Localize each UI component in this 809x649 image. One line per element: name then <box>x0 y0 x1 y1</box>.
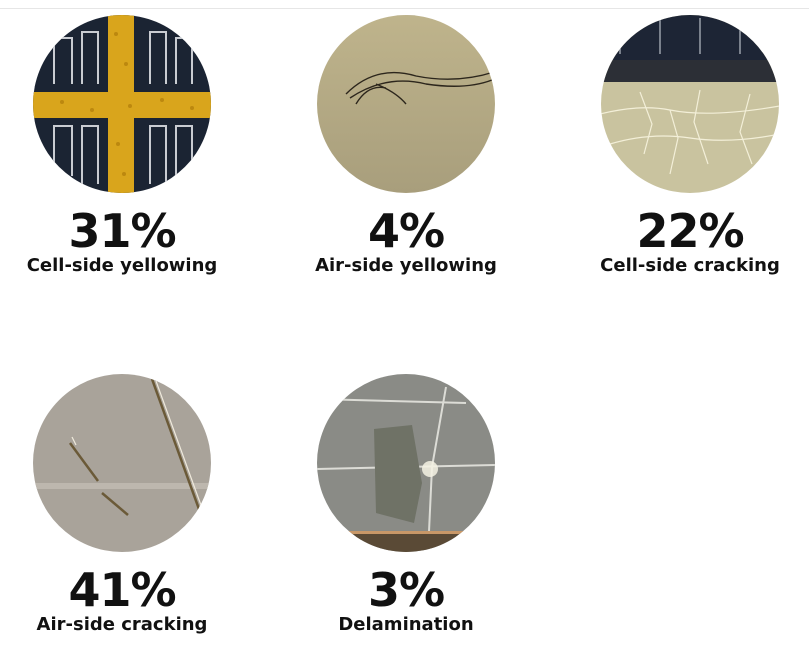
defect-card-cell-side-cracking: 22% Cell-side cracking <box>570 14 809 276</box>
top-divider <box>0 8 809 9</box>
percent-value: 22% <box>636 204 744 258</box>
percent-value: 3% <box>367 563 445 617</box>
air-side-cracking-photo <box>33 374 211 552</box>
defect-card-cell-side-yellowing: 31% Cell-side yellowing <box>2 14 242 276</box>
delamination-photo <box>317 374 495 552</box>
cell-side-cracking-photo <box>601 15 779 193</box>
defect-label: Cell-side cracking <box>600 255 780 276</box>
percent-value: 31% <box>68 204 176 258</box>
percent-value: 4% <box>367 204 445 258</box>
defect-label: Cell-side yellowing <box>26 255 218 276</box>
percent-value: 41% <box>68 563 176 617</box>
cell-side-yellowing-photo <box>33 15 211 193</box>
defect-label: Delamination <box>338 614 474 635</box>
air-side-yellowing-photo <box>317 15 495 193</box>
defect-card-delamination: 3% Delamination <box>286 373 526 635</box>
defect-label: Air-side yellowing <box>315 255 497 276</box>
defect-card-air-side-yellowing: 4% Air-side yellowing <box>286 14 526 276</box>
defect-label: Air-side cracking <box>36 614 208 635</box>
defect-card-air-side-cracking: 41% Air-side cracking <box>2 373 242 635</box>
